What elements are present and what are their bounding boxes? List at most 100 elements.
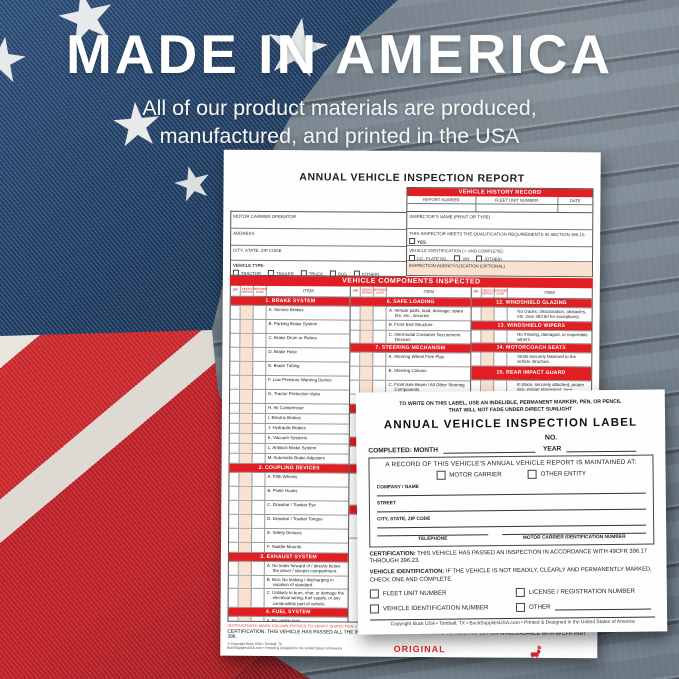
- ok-cell: [228, 542, 240, 552]
- component-item-row: A. Steering Wheel Free Play: [350, 352, 471, 368]
- id-option-vin: VEHICLE IDENTIFICATION NUMBER: [369, 603, 516, 614]
- label-vehicle-identification: VEHICLE IDENTIFICATION: IF THE VEHICLE I…: [369, 566, 652, 584]
- id-option-other: OTHER: [515, 602, 655, 613]
- needs-repair-cell: [240, 305, 254, 319]
- ok-cell: [229, 514, 240, 528]
- record-field: COMPANY / NAME: [377, 483, 646, 497]
- needs-repair-cell: [480, 352, 495, 366]
- needs-repair-cell: [239, 528, 253, 542]
- needs-repair-cell: [239, 433, 253, 443]
- component-item-row: D. Brake Hose: [230, 347, 350, 363]
- year-label: YEAR: [542, 445, 562, 453]
- item-cell: B. Pintle Hooks: [267, 488, 298, 494]
- ok-cell: [230, 361, 241, 375]
- component-item-row: E. Safety Devices: [229, 528, 349, 544]
- checkbox-icon: [436, 470, 446, 480]
- needs-repair-cell: [239, 443, 253, 453]
- checkbox-icon: [515, 603, 526, 613]
- item-cell: E. Brake Tubing: [268, 363, 300, 369]
- ok-cell: [230, 333, 241, 347]
- col-header-item: ITEM: [423, 288, 435, 294]
- qualification-text: THIS INSPECTOR MEETS THE QUALIFICATION R…: [409, 230, 586, 237]
- label-no: NO.: [544, 434, 558, 442]
- needs-repair-cell: [240, 319, 254, 333]
- ok-cell: [228, 575, 239, 588]
- needs-repair-cell: [239, 453, 253, 463]
- needs-repair-cell: [240, 361, 254, 375]
- component-item-row: A. No visible leak.: [228, 616, 348, 622]
- ok-cell: [350, 306, 362, 320]
- report-copyright: © Copyright Buck USA • Tomball, TX BuckS…: [227, 641, 342, 651]
- field-vehicle-identification: VEHICLE IDENTIFICATION (✓ AND COMPLETE):…: [407, 245, 593, 263]
- item-cell: B. Bus: No leaking / discharging in viol…: [266, 576, 334, 588]
- checkbox-icon: [454, 254, 461, 261]
- vehicle-history-record: VEHICLE HISTORY RECORD REPORT NUMBER FLEE…: [406, 186, 594, 214]
- repaired-date-cell: [252, 486, 266, 500]
- checkbox-icon: [353, 270, 360, 277]
- checkbox-icon: [369, 604, 380, 614]
- ok-cell: [229, 403, 240, 413]
- needs-repair-cell: [239, 500, 253, 514]
- month-blank-line: [442, 444, 535, 454]
- repaired-date-cell: [253, 389, 267, 403]
- component-item-row: C. Drawbar / Towbar Eye: [229, 500, 349, 516]
- repaired-date-cell: [373, 352, 387, 367]
- ok-cell: [229, 486, 240, 500]
- needs-repair-cell: [239, 486, 253, 500]
- checkbox-icon: [330, 269, 337, 276]
- history-column-header: FLEET UNIT NUMBER: [475, 196, 559, 205]
- history-column-header: REPORT NUMBER: [407, 195, 476, 204]
- component-item-row: A. No leaks forward of / directly below …: [228, 561, 349, 577]
- repaired-date-cell: [251, 589, 265, 608]
- ok-cell: [471, 330, 482, 343]
- needs-repair-cell: [239, 423, 253, 433]
- repaired-date-cell: [494, 330, 508, 343]
- vehicle-type-option: TRACTOR: [232, 269, 261, 276]
- id-option-license: LICENSE / REGISTRATION NUMBER: [515, 587, 655, 598]
- needs-repair-cell: [239, 514, 253, 528]
- record-bottom-field: MOTOR CARRIER IDENTIFICATION NUMBER: [502, 532, 647, 542]
- ok-cell: [350, 366, 361, 380]
- needs-repair-cell: [239, 403, 253, 413]
- field-city-state-zip: CITY, STATE, ZIP CODE: [230, 245, 407, 262]
- label-copyright: Copyright Buck USA • Tomball, TX • BuckS…: [370, 616, 656, 628]
- component-item-row: C. Unlikely to burn, char, or damage the…: [228, 588, 349, 609]
- vehicle-id-options: LIC. PLATE NO. VIN (OTHER): [409, 254, 509, 262]
- history-column-header: DATE: [569, 198, 581, 204]
- ok-cell: [230, 375, 241, 389]
- annual-vehicle-inspection-report: ANNUAL VEHICLE INSPECTION REPORT MOTOR C…: [220, 149, 601, 659]
- blank-line: [554, 602, 652, 611]
- checkbox-icon: [409, 254, 416, 261]
- item-cell: Seats securely fastened to the vehicle s…: [516, 353, 577, 365]
- item-cell: K. Vacuum Systems: [267, 435, 307, 441]
- record-field: CITY, STATE, ZIP CODE: [377, 515, 647, 529]
- ok-cell: [230, 389, 241, 403]
- repaired-date-cell: [251, 616, 265, 622]
- col-header-item: ITEM: [544, 289, 555, 295]
- ok-cell: [350, 330, 361, 343]
- item-cell: C. Intermodal Container Securement Devic…: [388, 331, 461, 342]
- item-cell: A. Service Brakes: [268, 307, 304, 313]
- record-checkbox-option: OTHER ENTITY: [527, 469, 586, 479]
- needs-repair-cell: [360, 330, 374, 343]
- record-heading: A RECORD OF THIS VEHICLE'S ANNUAL VEHICL…: [385, 458, 637, 469]
- checkbox-icon: [268, 269, 275, 276]
- item-cell: G. Tractor Protection Valve: [268, 391, 321, 397]
- item-cell: E. Safety Devices: [267, 530, 302, 536]
- year-blank-line: [566, 443, 637, 453]
- needs-repair-cell: [239, 472, 253, 486]
- component-item-row: G. Tractor Protection Valve: [229, 389, 350, 405]
- ok-cell: [350, 380, 361, 394]
- component-item-row: D. Drawbar / Towbar Tongue: [229, 514, 349, 530]
- component-item-row: B. Parking Brake System: [230, 319, 350, 335]
- item-cell: A. No visible leak.: [266, 618, 302, 622]
- record-box: A RECORD OF THIS VEHICLE'S ANNUAL VEHICL…: [368, 454, 655, 548]
- record-field: STREET: [377, 499, 646, 513]
- checkbox-icon: [515, 588, 525, 598]
- ok-cell: [229, 433, 240, 443]
- ok-cell: [228, 561, 239, 575]
- repaired-date-cell: [252, 500, 266, 514]
- needs-repair-cell: [360, 320, 374, 330]
- hero-subtitle-line2: manufactured, and printed in the USA: [159, 124, 520, 148]
